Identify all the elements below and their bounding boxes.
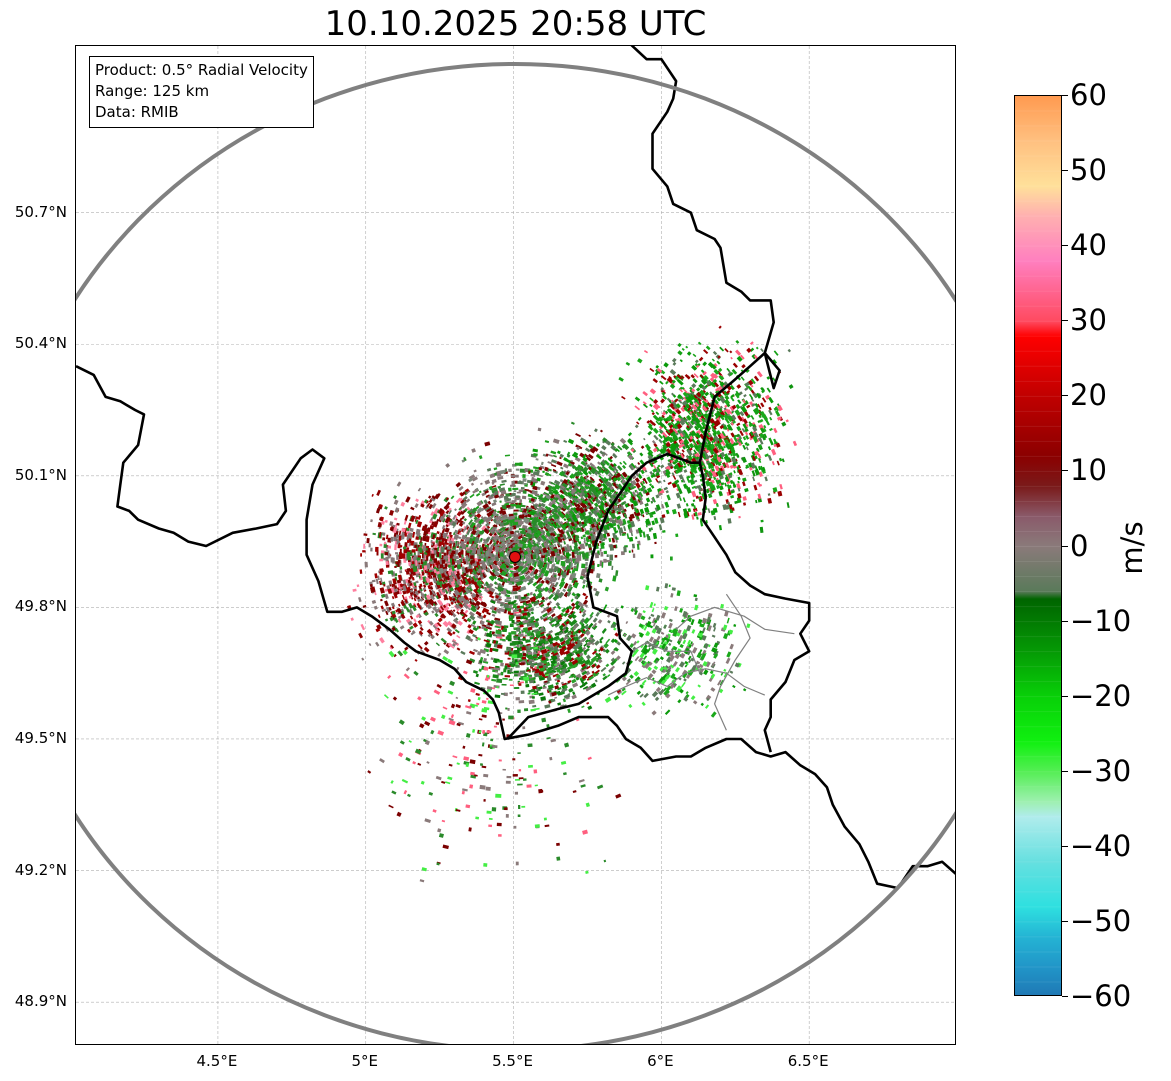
lat-tick-label: 50.4°N	[14, 334, 67, 353]
echo-region	[457, 577, 637, 714]
lon-tick-label: 5°E	[351, 1052, 378, 1070]
map-title: 10.10.2025 20:58 UTC	[324, 4, 707, 44]
radar-site-dot	[509, 550, 522, 563]
colorbar-tick-label: 60	[1070, 78, 1107, 112]
lat-tick-label: 50.1°N	[14, 465, 67, 484]
colorbar-tick-mark	[1062, 996, 1068, 997]
echo-region	[361, 573, 622, 883]
lat-tick-label: 49.8°N	[14, 597, 67, 616]
lat-tick-label: 48.9°N	[14, 992, 67, 1011]
colorbar-tick-label: 10	[1070, 453, 1107, 488]
colorbar-tick-mark	[1062, 395, 1068, 396]
info-source: Data: RMIB	[95, 103, 179, 121]
colorbar-tick-label: −30	[1070, 753, 1132, 788]
colorbar-tick-label: 40	[1070, 228, 1107, 263]
colorbar-tick-mark	[1062, 846, 1068, 847]
echo-region	[514, 421, 673, 577]
lat-tick-label: 50.7°N	[14, 202, 67, 221]
colorbar-tick-label: 20	[1070, 378, 1107, 413]
colorbar-tick-label: −10	[1070, 603, 1132, 638]
colorbar-tick-mark	[1062, 696, 1068, 697]
colorbar-tick-mark	[1062, 320, 1068, 321]
admin-border-line	[607, 668, 766, 696]
country-border-line	[506, 576, 634, 740]
lat-tick-label: 49.5°N	[14, 728, 67, 747]
colorbar	[1014, 95, 1062, 996]
lon-tick-label: 6°E	[647, 1052, 674, 1070]
colorbar-band	[1015, 96, 1061, 995]
lon-tick-label: 4.5°E	[196, 1052, 238, 1070]
colorbar-tick-label: −50	[1070, 903, 1132, 938]
colorbar-tick-mark	[1062, 170, 1068, 171]
echo-region	[615, 325, 798, 538]
colorbar-tick-label: 0	[1070, 528, 1089, 563]
colorbar-tick-label: −60	[1070, 979, 1132, 1013]
colorbar-tick-mark	[1062, 921, 1068, 922]
colorbar-tick-mark	[1062, 621, 1068, 622]
lat-tick-label: 49.2°N	[14, 860, 67, 879]
colorbar-tick-mark	[1062, 546, 1068, 547]
country-borders	[76, 46, 955, 890]
map-canvas[interactable]	[76, 46, 956, 1045]
colorbar-tick-label: 50	[1070, 153, 1107, 188]
radar-site-marker	[509, 550, 522, 563]
colorbar-tick-label: 30	[1070, 303, 1107, 338]
country-border-line	[76, 365, 955, 890]
info-range: Range: 125 km	[95, 82, 210, 100]
admin-border-line	[713, 593, 751, 731]
info-product: Product: 0.5° Radial Velocity	[95, 61, 308, 79]
country-border-line	[586, 452, 811, 753]
lon-tick-label: 6.5°E	[787, 1052, 829, 1070]
admin-border-line	[675, 606, 795, 635]
admin-border-line	[631, 641, 701, 674]
admin-borders	[607, 593, 795, 731]
colorbar-gradient	[1015, 96, 1061, 995]
colorbar-tick-mark	[1062, 771, 1068, 772]
info-box: Product: 0.5° Radial Velocity Range: 125…	[89, 56, 314, 128]
radar-map[interactable]	[75, 45, 956, 1045]
colorbar-tick-mark	[1062, 245, 1068, 246]
country-border-line	[630, 46, 781, 463]
colorbar-tick-mark	[1062, 470, 1068, 471]
echo-region	[438, 441, 624, 636]
colorbar-tick-mark	[1062, 95, 1068, 96]
range-ring	[76, 62, 955, 1044]
range-circle	[76, 62, 955, 1044]
velocity-echoes	[347, 325, 798, 883]
colorbar-label: m/s	[1115, 521, 1149, 575]
lon-tick-label: 5.5°E	[492, 1052, 533, 1070]
colorbar-tick-label: −40	[1070, 828, 1132, 863]
echo-region	[603, 583, 751, 718]
colorbar-tick-label: −20	[1070, 678, 1132, 713]
